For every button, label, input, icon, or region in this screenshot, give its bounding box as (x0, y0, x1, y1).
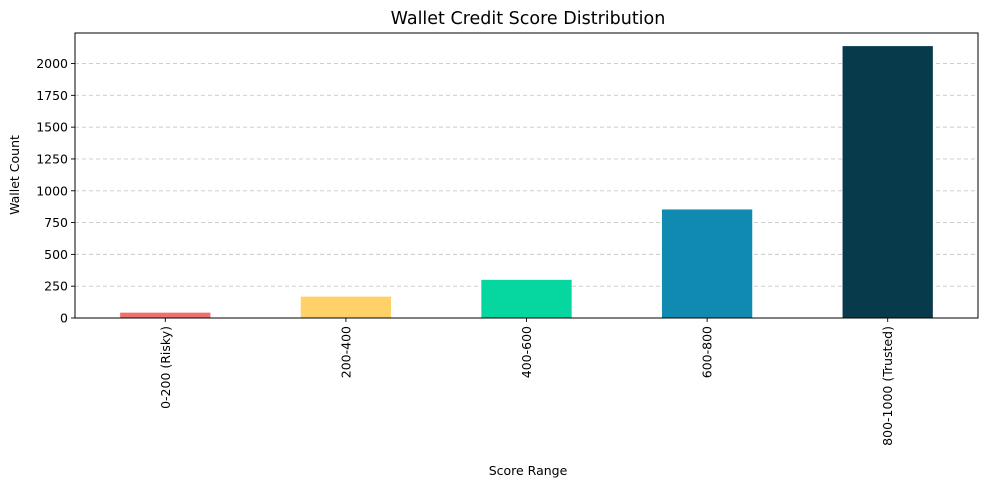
gridlines (75, 63, 978, 287)
x-tick-label: 0-200 (Risky) (158, 326, 173, 409)
y-tick-label: 0 (60, 311, 68, 326)
y-tick-label: 500 (44, 247, 68, 262)
x-axis-title: Score Range (489, 463, 568, 478)
x-tick-label: 800-1000 (Trusted) (880, 326, 895, 446)
chart-title: Wallet Credit Score Distribution (391, 9, 666, 29)
plot-frame (74, 32, 979, 319)
x-tick-label: 400-600 (519, 326, 534, 378)
bar (661, 209, 753, 318)
x-tick-label: 200-400 (338, 326, 353, 378)
bars (120, 46, 933, 318)
bar (120, 312, 211, 318)
y-tick-label: 1500 (36, 120, 68, 135)
y-tick-label: 750 (44, 215, 68, 230)
y-tick-label: 250 (44, 279, 68, 294)
x-tick-label: 600-800 (700, 326, 715, 378)
y-tick-label: 2000 (36, 56, 68, 71)
bar (300, 296, 392, 318)
bar (481, 279, 572, 318)
bar (842, 46, 933, 318)
y-tick-label: 1250 (36, 151, 68, 166)
y-tick-label: 1750 (36, 88, 68, 103)
y-tick-label: 1000 (36, 183, 68, 198)
y-axis-ticks: 0 250 500 750 1000 1250 1500 1750 2000 (36, 56, 75, 326)
y-axis-title: Wallet Count (7, 135, 22, 215)
x-axis-ticks: 0-200 (Risky) 200-400 400-600 600-800 800-10… (158, 318, 895, 446)
